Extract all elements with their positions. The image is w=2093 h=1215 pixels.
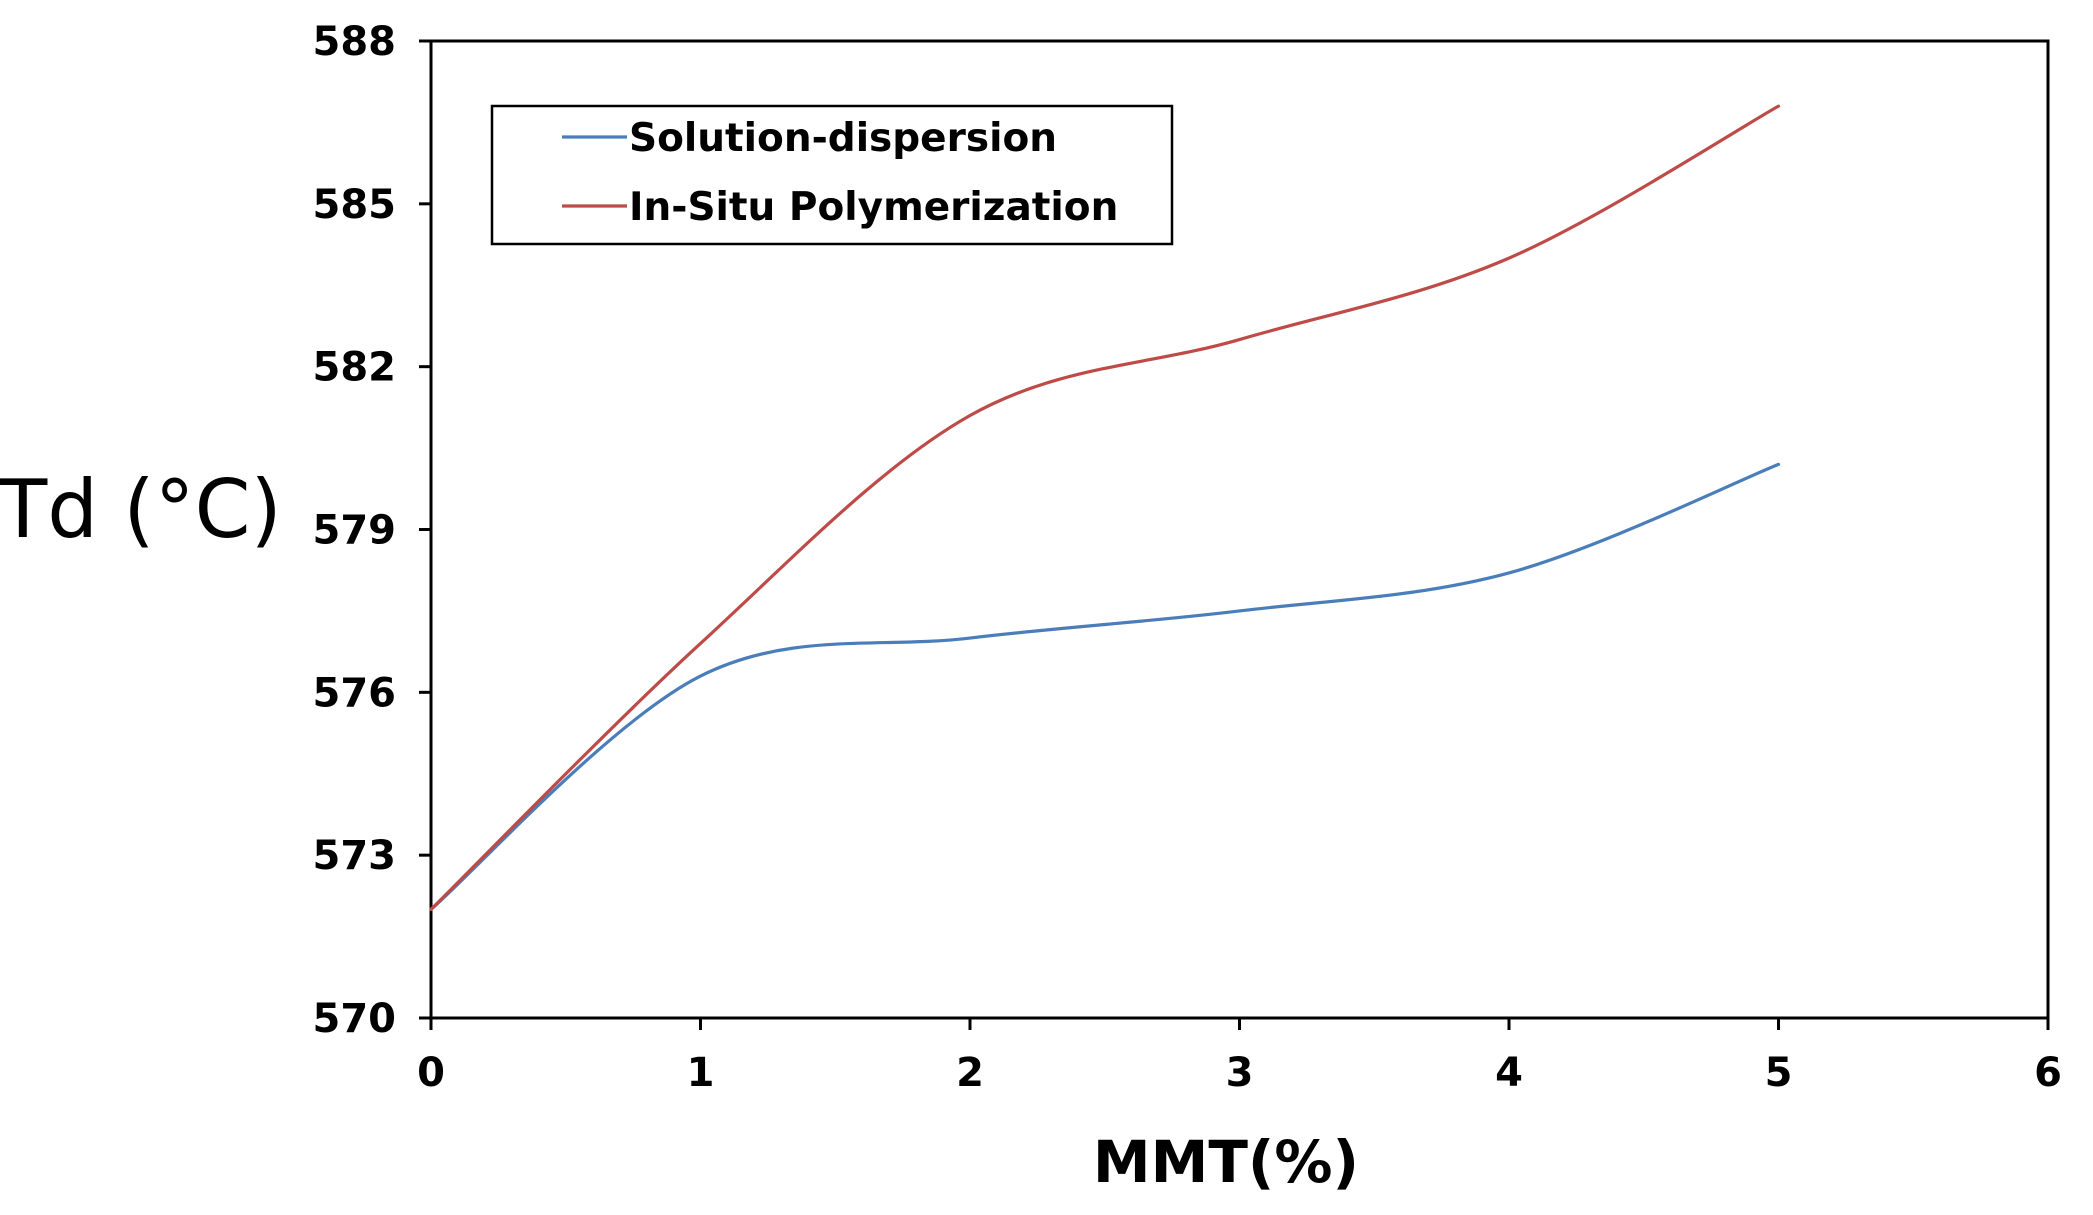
y-axis-title: Td (°C) <box>0 463 282 556</box>
x-axis-tick-marks <box>429 1018 2050 1030</box>
y-tick-label: 582 <box>313 345 397 391</box>
legend-entries: Solution-dispersion In-Situ Polymerizatio… <box>562 116 1118 230</box>
x-tick-label: 1 <box>687 1050 715 1096</box>
x-tick-label: 5 <box>1765 1050 1793 1096</box>
y-tick-label: 579 <box>313 508 397 554</box>
y-tick-label: 585 <box>313 182 397 228</box>
x-axis-tick-labels: 0 1 2 3 4 5 6 <box>417 1050 2062 1096</box>
legend: Solution-dispersion In-Situ Polymerizatio… <box>490 104 1174 246</box>
x-tick-label: 0 <box>417 1050 445 1096</box>
x-tick-label: 3 <box>1226 1050 1254 1096</box>
x-tick-label: 2 <box>956 1050 984 1096</box>
series-lines <box>429 104 1781 912</box>
y-tick-label: 573 <box>313 833 397 879</box>
legend-label-in-situ-polymerization: In-Situ Polymerization <box>629 185 1118 230</box>
legend-box <box>490 104 1174 246</box>
series-line-in-situ-polymerization <box>429 104 1781 912</box>
y-tick-label: 588 <box>313 19 397 65</box>
series-line-solution-dispersion <box>429 462 1781 912</box>
x-tick-label: 4 <box>1495 1050 1523 1096</box>
y-tick-label: 570 <box>313 996 397 1042</box>
x-tick-label: 6 <box>2034 1050 2062 1096</box>
x-axis-title: MMT(%) <box>1093 1128 1359 1196</box>
legend-label-solution-dispersion: Solution-dispersion <box>629 116 1057 161</box>
y-tick-label: 576 <box>313 670 397 716</box>
y-axis-tick-marks <box>419 39 431 1020</box>
y-axis-tick-labels: 570 573 576 579 582 585 588 <box>313 19 397 1042</box>
